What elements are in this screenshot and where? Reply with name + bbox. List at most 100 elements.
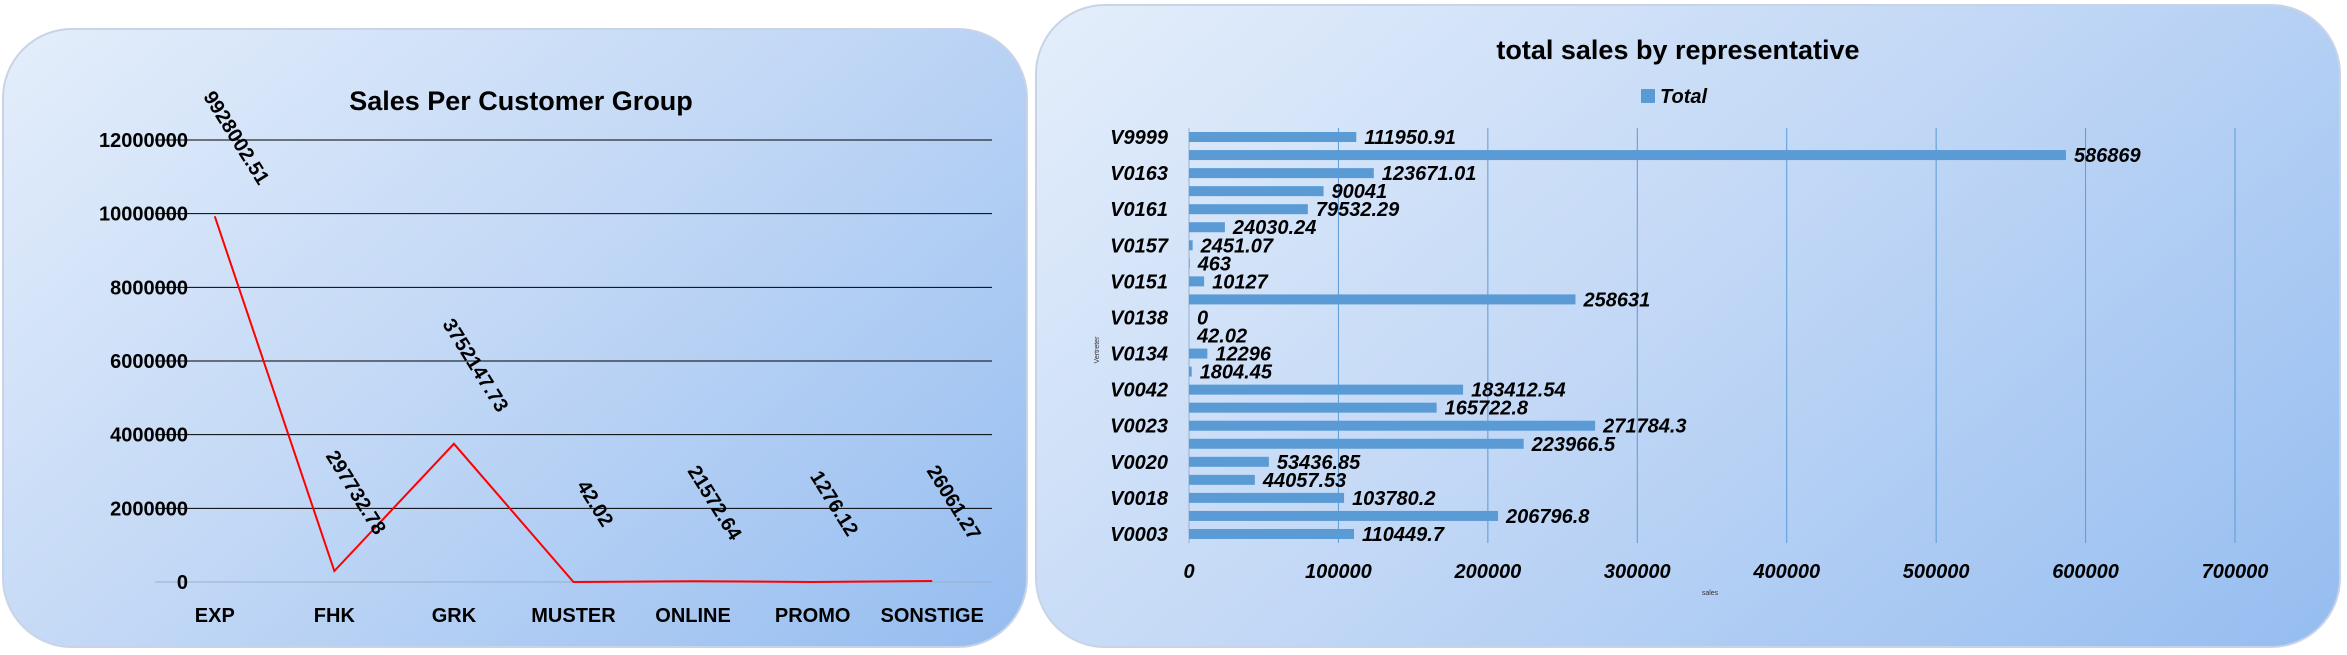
bar-y-tick-label: V0020 [1110,452,1168,474]
bar-x-tick-label: 200000 [1453,561,1521,583]
bar-data-label: 463 [1197,253,1231,275]
line-x-tick-label: ONLINE [655,605,731,627]
line-y-tick-label: 2000000 [110,498,188,520]
bar-y-tick-label: V0018 [1110,488,1169,510]
bar-data-label: 111950.91 [1364,127,1456,149]
bar-data-label: 79532.29 [1316,199,1400,221]
bar-data-label: 258631 [1582,289,1650,311]
bar [1189,240,1193,251]
line-data-label: 3752147.73 [438,315,513,416]
bar-y-tick-label: V0151 [1110,271,1168,293]
bar-y-tick-label: V0003 [1110,524,1168,546]
bar-data-label: 123671.01 [1382,163,1477,185]
line-chart-panel [2,28,1028,648]
y-axis-title: Vertreter [1094,336,1101,364]
bar-data-label: 10127 [1212,271,1268,293]
bar-data-label: 1804.45 [1200,362,1273,384]
bar [1189,492,1345,503]
bar-chart-x-ticks: 0 100000 200000 300000 400000 500000 600000 700… [1183,561,2268,583]
line-chart: Sales Per Customer Group 0 2000000 4000000… [99,86,992,627]
bar-data-label: 110449.7 [1362,524,1445,546]
bar-y-tick-label: V0138 [1110,307,1169,329]
line-chart-x-ticks: EXP FHK GRK MUSTER ONLINE PROMO SONSTIGE [195,605,984,627]
bar [1189,384,1464,395]
bar-chart-bars [1189,132,2066,539]
legend-swatch [1641,89,1655,103]
line-y-tick-label: 10000000 [99,204,188,226]
bar-data-label: 24030.24 [1232,217,1316,239]
bar [1189,510,1499,521]
bar-y-tick-label: V0042 [1110,380,1168,402]
bar [1189,258,1190,269]
bar [1189,456,1269,467]
bar-chart-title: total sales by representative [1496,35,1859,65]
bar-data-label: 12296 [1215,344,1271,366]
bar-chart-gridlines [1188,128,2236,543]
bar-x-tick-label: 100000 [1305,561,1372,583]
bar-y-tick-label: V0023 [1110,416,1168,438]
bar [1189,204,1308,215]
line-y-tick-label: 0 [177,572,188,594]
bar [1189,132,1357,143]
line-y-tick-label: 12000000 [99,130,188,152]
bar-data-label: 586869 [2074,145,2142,167]
bar [1189,150,2066,161]
bar [1189,528,1355,539]
line-chart-y-ticks: 0 2000000 4000000 6000000 8000000 10000000 120… [99,130,188,594]
line-y-tick-label: 8000000 [110,277,188,299]
bar-data-label: 103780.2 [1352,488,1435,510]
bar-data-label: 90041 [1332,181,1388,203]
bar [1189,276,1205,287]
bar-chart-y-ticks: V0003 V0018 V0020 V0023 V0042 V0134 V0138 V0151… [1110,127,1169,546]
bar-data-label: 44057.53 [1262,470,1346,492]
bar-chart-legend: Total [1641,86,1707,108]
bar [1189,438,1524,449]
bar-x-tick-label: 700000 [2202,561,2269,583]
bar-data-label: 206796.8 [1505,506,1590,528]
bar-data-label: 42.02 [1196,326,1247,348]
bar [1189,474,1255,485]
line-x-tick-label: EXP [195,605,235,627]
bar-data-label: 2451.07 [1200,235,1274,257]
line-x-tick-label: GRK [432,605,477,627]
bar [1189,168,1374,179]
bar [1189,366,1192,377]
line-chart-series [213,215,933,584]
line-data-label: 26061.27 [922,462,985,544]
line-x-tick-label: FHK [314,605,356,627]
bar-y-tick-label: V0163 [1110,163,1168,185]
line-series [213,215,933,584]
bar-chart-panel [1035,4,2341,648]
bar-data-label: 0 [1197,307,1208,329]
bar-y-tick-label: V0134 [1110,344,1168,366]
line-data-label: 1276.12 [805,467,862,540]
bar [1189,348,1208,359]
x-axis-title: sales [1702,590,1719,597]
bar [1189,186,1324,197]
bar-x-tick-label: 500000 [1903,561,1970,583]
line-data-label: 9928002.51 [199,88,274,189]
bar-data-label: 165722.8 [1445,398,1529,420]
line-chart-data-labels: 9928002.51 297732.78 3752147.73 42.02 21572.… [199,88,985,545]
bar-chart-data-labels: 110449.7 206796.8 103780.2 44057.5353436.85… [1196,127,2142,546]
bar-data-label: 53436.85 [1277,452,1361,474]
bar-data-label: 271784.3 [1602,416,1686,438]
line-data-label: 21572.64 [683,462,746,545]
line-data-label: 42.02 [572,477,617,531]
bar-x-tick-label: 300000 [1604,561,1671,583]
bar-data-label: 223966.5 [1531,434,1616,456]
bar-chart: total sales by representative Total 0 100… [1094,35,2268,597]
line-x-tick-label: MUSTER [531,605,616,627]
line-x-tick-label: SONSTIGE [881,605,984,627]
bar-x-tick-label: 600000 [2052,561,2119,583]
line-data-label: 297732.78 [321,447,390,539]
line-x-tick-label: PROMO [775,605,851,627]
bar-x-tick-label: 400000 [1752,561,1820,583]
line-chart-title: Sales Per Customer Group [349,86,693,116]
bar-data-label: 183412.54 [1471,380,1566,402]
line-chart-gridlines [155,139,992,583]
bar [1189,402,1437,413]
bar-y-tick-label: V0157 [1110,235,1169,257]
line-y-tick-label: 6000000 [110,351,188,373]
